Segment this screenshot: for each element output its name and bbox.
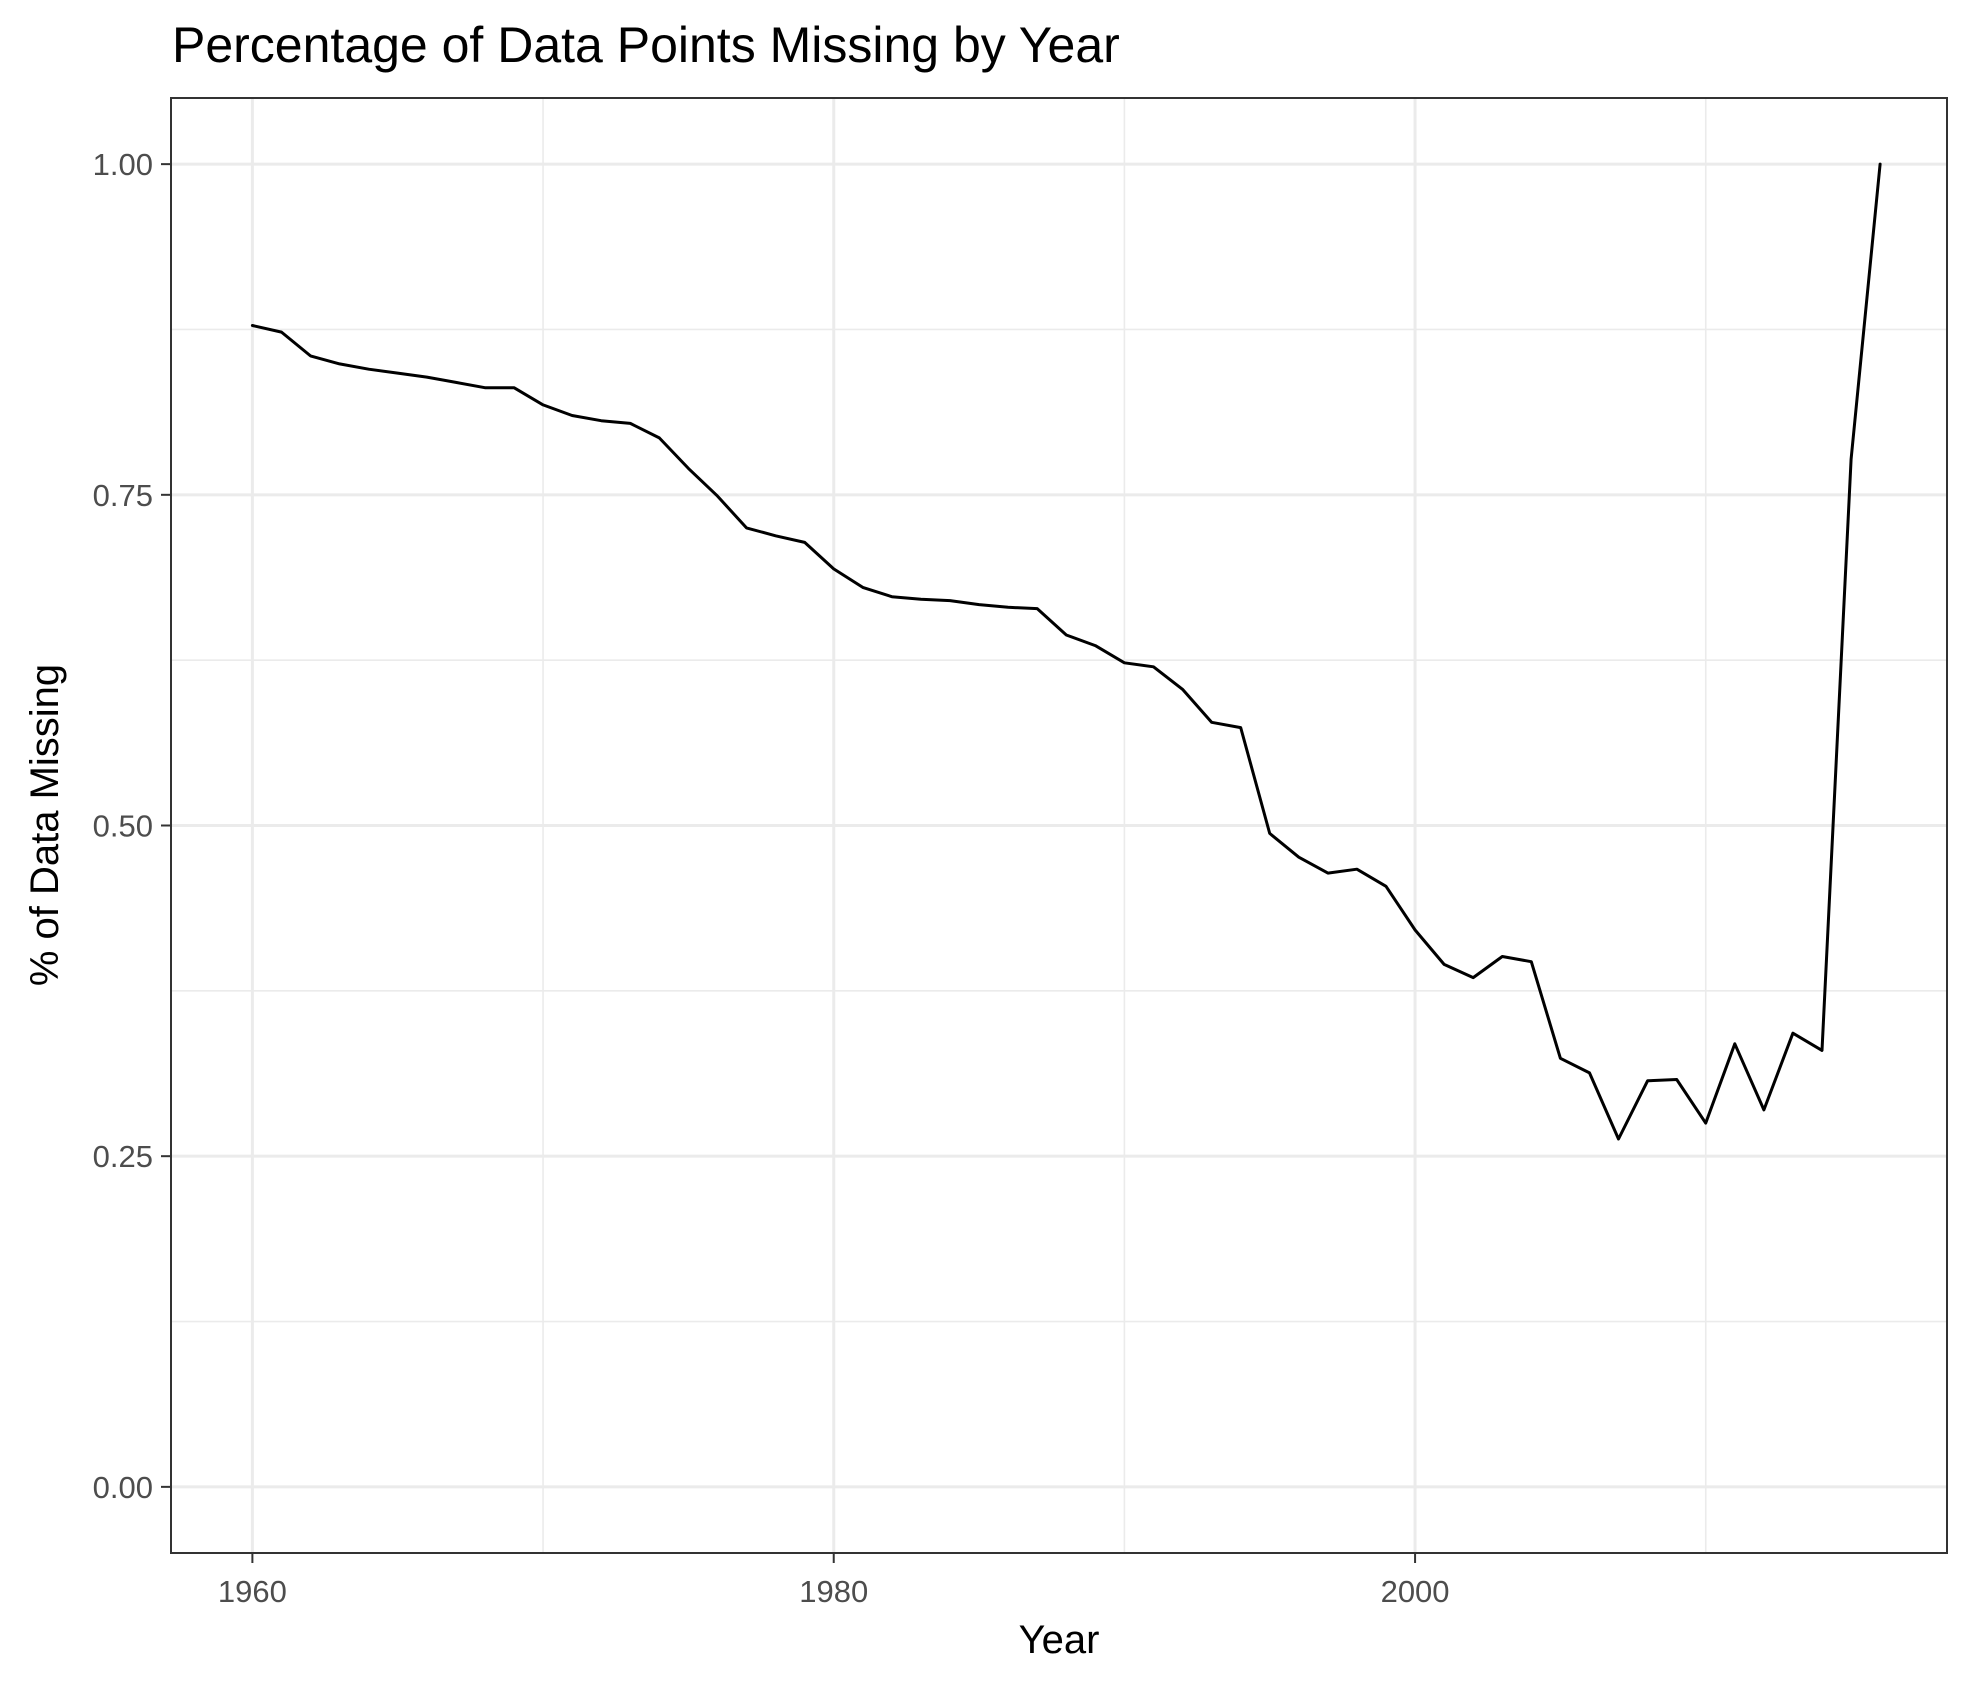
y-axis: 0.00 0.25 0.50 0.75 1.00	[93, 147, 171, 1505]
y-tick-label: 0.25	[93, 1139, 153, 1174]
x-tick-label: 2000	[1381, 1574, 1450, 1609]
y-axis-title: % of Data Missing	[23, 664, 67, 986]
chart-title: Percentage of Data Points Missing by Yea…	[172, 17, 1120, 73]
series-line	[250, 162, 1882, 1141]
minor-gridlines	[171, 98, 1947, 1553]
y-tick-label: 0.75	[93, 478, 153, 513]
y-tick-label: 1.00	[93, 147, 153, 182]
y-tick-label: 0.50	[93, 809, 153, 844]
x-tick-label: 1960	[218, 1574, 287, 1609]
major-gridlines	[171, 98, 1947, 1553]
x-axis-title: Year	[1019, 1618, 1100, 1662]
series-layer	[250, 162, 1882, 1141]
y-tick-label: 0.00	[93, 1470, 153, 1505]
x-axis: 1960 1980 2000	[218, 1553, 1450, 1609]
x-tick-label: 1980	[799, 1574, 868, 1609]
